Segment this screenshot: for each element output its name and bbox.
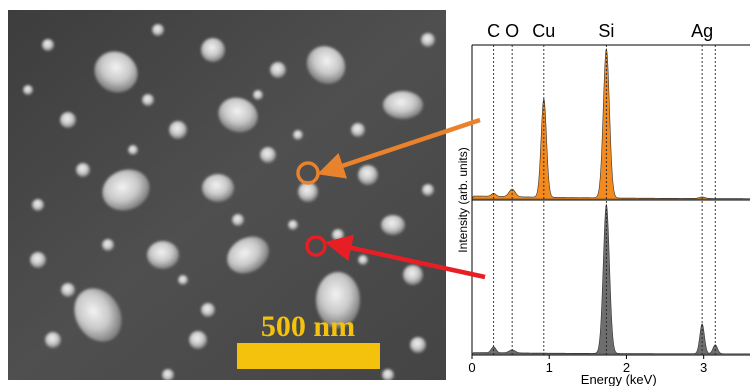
sem-particle xyxy=(383,91,423,119)
sem-particle xyxy=(260,147,276,163)
sem-particle xyxy=(94,51,138,93)
sem-particle xyxy=(218,97,258,133)
sem-particle xyxy=(382,369,394,381)
x-tick-label: 1 xyxy=(546,360,553,375)
sem-particle xyxy=(332,229,344,241)
scale-bar-label: 500 nm xyxy=(261,310,355,343)
spectrum-series-bottom xyxy=(471,203,750,355)
sem-particle xyxy=(202,174,234,202)
x-tick-label: 0 xyxy=(468,360,475,375)
sem-particle xyxy=(30,252,46,268)
eds-spectra-chart: C O Cu Si Ag 0 1 2 3 Energy (keV) Intensity (arb. … xyxy=(456,0,750,387)
sem-particle xyxy=(232,214,244,226)
sem-particle xyxy=(61,283,75,297)
x-tick-label: 3 xyxy=(700,360,707,375)
sem-particle xyxy=(422,184,434,196)
sem-particle xyxy=(74,288,122,342)
sem-particle xyxy=(298,182,318,202)
sem-particle xyxy=(421,33,435,47)
sem-particle xyxy=(189,331,207,349)
sem-particle xyxy=(201,38,225,62)
sem-particle xyxy=(169,121,187,139)
sem-particle xyxy=(293,130,303,140)
eds-chart-svg: C O Cu Si Ag 0 1 2 3 Energy (keV) Intensity (arb. … xyxy=(456,21,750,387)
sem-particle xyxy=(351,123,365,137)
sem-particle xyxy=(76,163,90,177)
sem-particle xyxy=(23,85,33,95)
sem-particle xyxy=(178,275,188,285)
sem-particle xyxy=(381,215,405,235)
element-label-cu: Cu xyxy=(532,21,555,41)
sem-particle xyxy=(162,369,174,381)
x-axis-label: Energy (keV) xyxy=(581,372,657,386)
sem-particle xyxy=(152,24,164,36)
element-label-ag: Ag xyxy=(691,21,713,41)
scale-bar xyxy=(237,343,380,369)
x-tick-label: 2 xyxy=(623,360,630,375)
sem-particle xyxy=(128,145,138,155)
sem-micrograph: 500 nm xyxy=(8,10,446,381)
sem-particle xyxy=(201,303,215,317)
sem-particle xyxy=(358,255,368,265)
sem-particle xyxy=(142,94,154,106)
sem-particle xyxy=(102,239,114,251)
sem-particle xyxy=(410,337,426,353)
sem-particle xyxy=(102,169,150,211)
spectrum-series-top xyxy=(471,48,750,200)
sem-particle xyxy=(253,90,263,100)
y-axis-label: Intensity (arb. units) xyxy=(456,147,470,252)
element-label-c: C xyxy=(487,21,500,41)
sem-image-canvas: 500 nm xyxy=(8,10,446,381)
element-label-o: O xyxy=(505,21,519,41)
element-label-si: Si xyxy=(598,21,614,41)
sem-particle xyxy=(358,165,378,185)
sem-particle xyxy=(147,241,179,269)
sem-particle xyxy=(306,46,346,84)
sem-particle xyxy=(316,272,360,328)
sem-particle xyxy=(270,62,286,78)
sem-particle xyxy=(45,332,61,348)
sem-particle xyxy=(42,39,54,51)
sem-particle xyxy=(288,220,298,230)
sem-particle xyxy=(60,112,76,128)
sem-particle xyxy=(32,199,44,211)
sem-particle xyxy=(227,236,269,274)
sem-particle xyxy=(403,265,423,285)
